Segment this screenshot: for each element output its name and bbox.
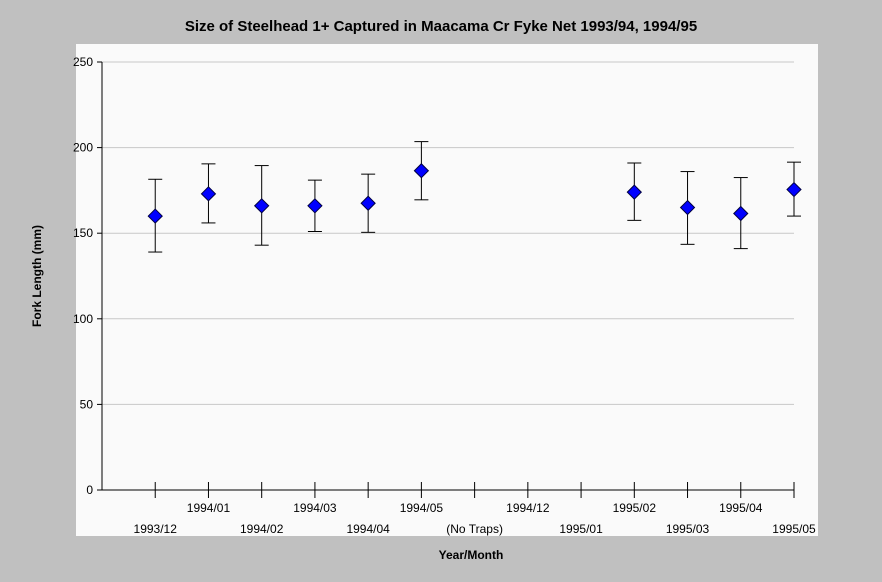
chart-title: Size of Steelhead 1+ Captured in Maacama…	[184, 18, 698, 35]
y-tick-label: 150	[73, 226, 93, 240]
x-tick-label: 1994/03	[293, 501, 337, 515]
x-tick-label: 1994/12	[506, 501, 550, 515]
data-point	[307, 198, 323, 214]
y-tick-label: 200	[73, 141, 93, 155]
data-point	[147, 208, 163, 224]
data-point	[413, 163, 430, 179]
y-tick-label: 250	[73, 55, 93, 69]
x-tick-label: (No Traps)	[446, 522, 503, 536]
x-tick-label: 1994/04	[346, 522, 390, 536]
x-tick-label: 1994/01	[187, 501, 231, 515]
x-tick-label: 1993/12	[134, 522, 178, 536]
y-tick-label: 50	[80, 397, 94, 411]
x-tick-label: 1995/02	[613, 501, 657, 515]
data-point	[786, 181, 802, 198]
x-tick-label: 1995/05	[772, 522, 816, 536]
data-point	[733, 205, 749, 222]
x-tick-label: 1994/02	[240, 522, 284, 536]
data-point	[626, 184, 643, 200]
x-axis-label: Year/Month	[438, 548, 504, 562]
x-tick-label: 1995/01	[559, 522, 603, 536]
plot-background	[76, 44, 818, 536]
x-tick-label: 1995/04	[719, 501, 763, 515]
data-point	[253, 198, 270, 214]
data-point	[679, 199, 696, 216]
x-tick-label: 1994/05	[400, 501, 444, 515]
y-tick-label: 100	[73, 312, 93, 326]
y-tick-label: 0	[86, 483, 93, 497]
data-point	[360, 195, 376, 211]
data-point	[200, 186, 217, 202]
x-tick-label: 1995/03	[666, 522, 710, 536]
